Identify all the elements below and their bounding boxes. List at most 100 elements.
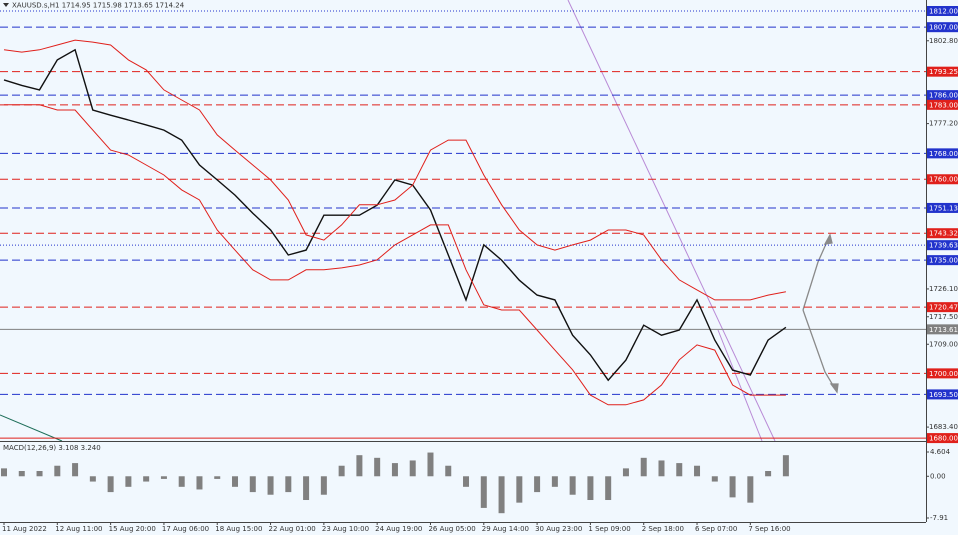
level-label-box xyxy=(927,389,958,400)
macd-bar xyxy=(54,465,61,477)
level-label: 1693.50 xyxy=(929,391,958,399)
x-tick-label: 17 Aug 06:00 xyxy=(162,525,209,533)
x-tick-label: 15 Aug 20:00 xyxy=(109,525,156,533)
level-label: 1713.61 xyxy=(929,326,958,334)
level-label: 1812.00 xyxy=(929,8,958,16)
macd-bar xyxy=(125,476,132,487)
x-tick-label: 11 Aug 2022 xyxy=(2,525,47,533)
macd-bar xyxy=(196,476,203,490)
macd-bar xyxy=(747,476,754,503)
symbol-triangle xyxy=(3,3,9,7)
macd-bar xyxy=(267,476,274,495)
macd-bar xyxy=(765,471,772,477)
level-label-box xyxy=(927,148,958,159)
channel-line xyxy=(717,329,763,442)
trend-line xyxy=(0,414,63,442)
x-tick-label: 22 Aug 01:00 xyxy=(269,525,316,533)
macd-bar xyxy=(622,468,629,477)
macd-bar xyxy=(356,455,363,477)
level-label: 1739.63 xyxy=(929,242,958,250)
macd-bar xyxy=(249,476,256,493)
y-tick-label: 1726.10 xyxy=(929,285,958,293)
level-label-box xyxy=(927,66,958,77)
level-label-box xyxy=(927,302,958,313)
y-tick-label: 1777.20 xyxy=(929,120,958,128)
y-tick-label: 1709.00 xyxy=(929,340,958,348)
level-label-box xyxy=(927,22,958,33)
macd-bar xyxy=(391,463,398,477)
level-label: 1700.00 xyxy=(929,370,958,378)
level-label-box xyxy=(927,228,958,239)
macd-bar xyxy=(729,476,736,498)
x-tick-label: 18 Aug 15:00 xyxy=(215,525,262,533)
y-tick-label: 0.00 xyxy=(930,472,946,480)
level-label: 1735.00 xyxy=(929,257,958,265)
macd-bar xyxy=(640,457,647,477)
macd-bar xyxy=(605,476,612,501)
series-line xyxy=(4,104,786,406)
macd-bar xyxy=(1,468,7,477)
level-label: 1720.47 xyxy=(929,304,958,312)
level-label-box xyxy=(927,90,958,101)
macd-bar xyxy=(463,476,470,487)
macd-bar xyxy=(694,465,701,477)
macd-bar xyxy=(232,476,239,487)
macd-bar xyxy=(89,476,96,482)
macd-bar xyxy=(676,463,683,477)
y-tick-label: 4.604 xyxy=(930,448,951,456)
level-label: 1751.13 xyxy=(929,204,958,212)
macd-bar xyxy=(409,460,416,477)
x-tick-label: 30 Aug 23:00 xyxy=(535,525,582,533)
level-label: 1807.00 xyxy=(929,24,958,32)
macd-bar xyxy=(569,476,576,495)
level-label: 1680.00 xyxy=(929,435,958,443)
x-tick-label: 12 Aug 11:00 xyxy=(55,525,102,533)
macd-bar xyxy=(534,476,541,493)
x-tick-label: 26 Aug 05:00 xyxy=(428,525,475,533)
x-tick-label: 2 Sep 18:00 xyxy=(642,525,684,533)
level-label: 1793.25 xyxy=(929,68,958,76)
macd-bar xyxy=(658,460,665,477)
level-label: 1786.00 xyxy=(929,92,958,100)
macd-bar xyxy=(107,476,114,493)
level-label: 1760.00 xyxy=(929,176,958,184)
level-label-box xyxy=(927,174,958,185)
macd-bar xyxy=(178,476,185,487)
macd-bar xyxy=(782,455,789,477)
indicator-title: MACD(12,26,9) 3.108 3.240 xyxy=(3,444,101,452)
macd-bar xyxy=(551,476,558,487)
macd-bar xyxy=(338,465,345,477)
macd-bar xyxy=(72,463,79,477)
macd-bar xyxy=(374,457,381,477)
level-label-box xyxy=(927,240,958,251)
y-tick-label: 1802.80 xyxy=(929,37,958,45)
macd-bar xyxy=(445,465,452,477)
chart-title: XAUUSD.s,H1 1714.95 1715.98 1713.65 1714… xyxy=(12,2,185,10)
macd-bar xyxy=(320,476,327,495)
level-label-box xyxy=(927,368,958,379)
level-label: 1783.00 xyxy=(929,101,958,109)
level-label-box xyxy=(927,99,958,110)
x-tick-label: 6 Sep 07:00 xyxy=(695,525,737,533)
level-label: 1768.00 xyxy=(929,150,958,158)
macd-bar xyxy=(285,476,292,493)
macd-bar xyxy=(18,471,25,477)
x-tick-label: 1 Sep 09:00 xyxy=(588,525,630,533)
level-label: 1743.32 xyxy=(929,230,958,238)
series-line xyxy=(3,39,786,301)
macd-bar xyxy=(587,476,594,501)
macd-bar xyxy=(427,452,434,477)
projection xyxy=(802,233,839,394)
macd-bar xyxy=(480,476,487,508)
channel-line xyxy=(567,0,776,442)
level-label-box xyxy=(927,324,958,335)
x-tick-label: 24 Aug 19:00 xyxy=(375,525,422,533)
macd-bar xyxy=(143,476,150,482)
y-tick-label: -7.91 xyxy=(930,514,948,522)
x-tick-label: 23 Aug 10:00 xyxy=(322,525,369,533)
level-label-box xyxy=(927,202,958,213)
macd-bar xyxy=(498,476,505,514)
macd-bar xyxy=(214,476,221,479)
